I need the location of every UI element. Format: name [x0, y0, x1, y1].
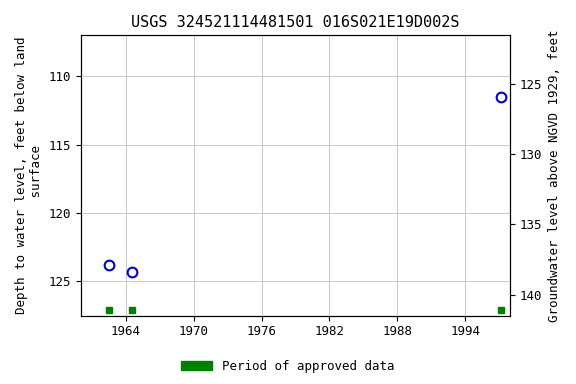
Legend: Period of approved data: Period of approved data [176, 355, 400, 378]
Title: USGS 324521114481501 016S021E19D002S: USGS 324521114481501 016S021E19D002S [131, 15, 460, 30]
Y-axis label: Groundwater level above NGVD 1929, feet: Groundwater level above NGVD 1929, feet [548, 29, 561, 322]
Y-axis label: Depth to water level, feet below land
 surface: Depth to water level, feet below land su… [15, 37, 43, 314]
